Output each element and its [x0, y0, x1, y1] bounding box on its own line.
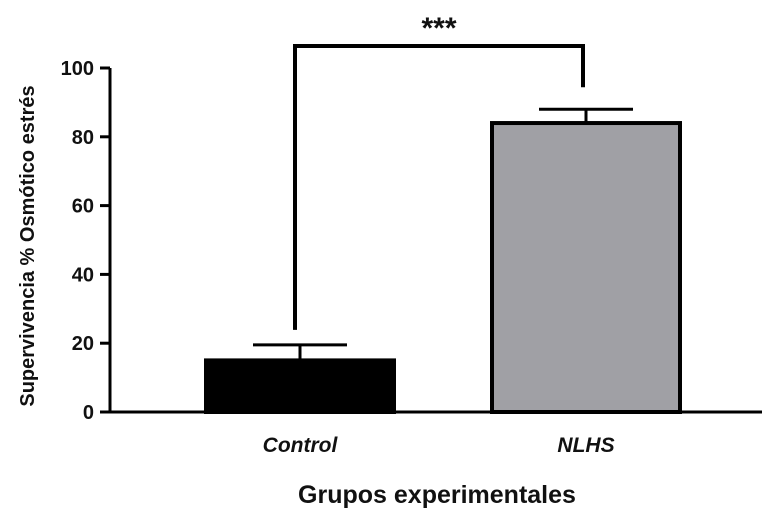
y-tick-label: 40 [72, 264, 94, 286]
bar-control [204, 358, 396, 414]
significance-bracket: *** [293, 12, 585, 330]
significance-label: *** [421, 12, 456, 45]
y-axis-title: Supervivencia % Osmótico estrés [17, 85, 39, 406]
x-axis-title: Grupos experimentales [298, 481, 576, 509]
bars [204, 121, 682, 414]
y-tick-label: 60 [72, 196, 94, 218]
x-axis-categories: Control NLHS [263, 434, 615, 457]
x-category-label: NLHS [557, 434, 614, 457]
y-axis-ticks: 0 20 40 60 80 100 [61, 58, 110, 424]
significance-line [293, 44, 585, 330]
y-tick-label: 20 [72, 333, 94, 355]
bar-nlhs [490, 121, 682, 414]
x-category-label: Control [263, 434, 339, 457]
y-tick-label: 0 [83, 402, 94, 424]
y-tick-label: 100 [61, 58, 94, 80]
y-tick-label: 80 [72, 127, 94, 149]
error-bars [253, 107, 633, 361]
